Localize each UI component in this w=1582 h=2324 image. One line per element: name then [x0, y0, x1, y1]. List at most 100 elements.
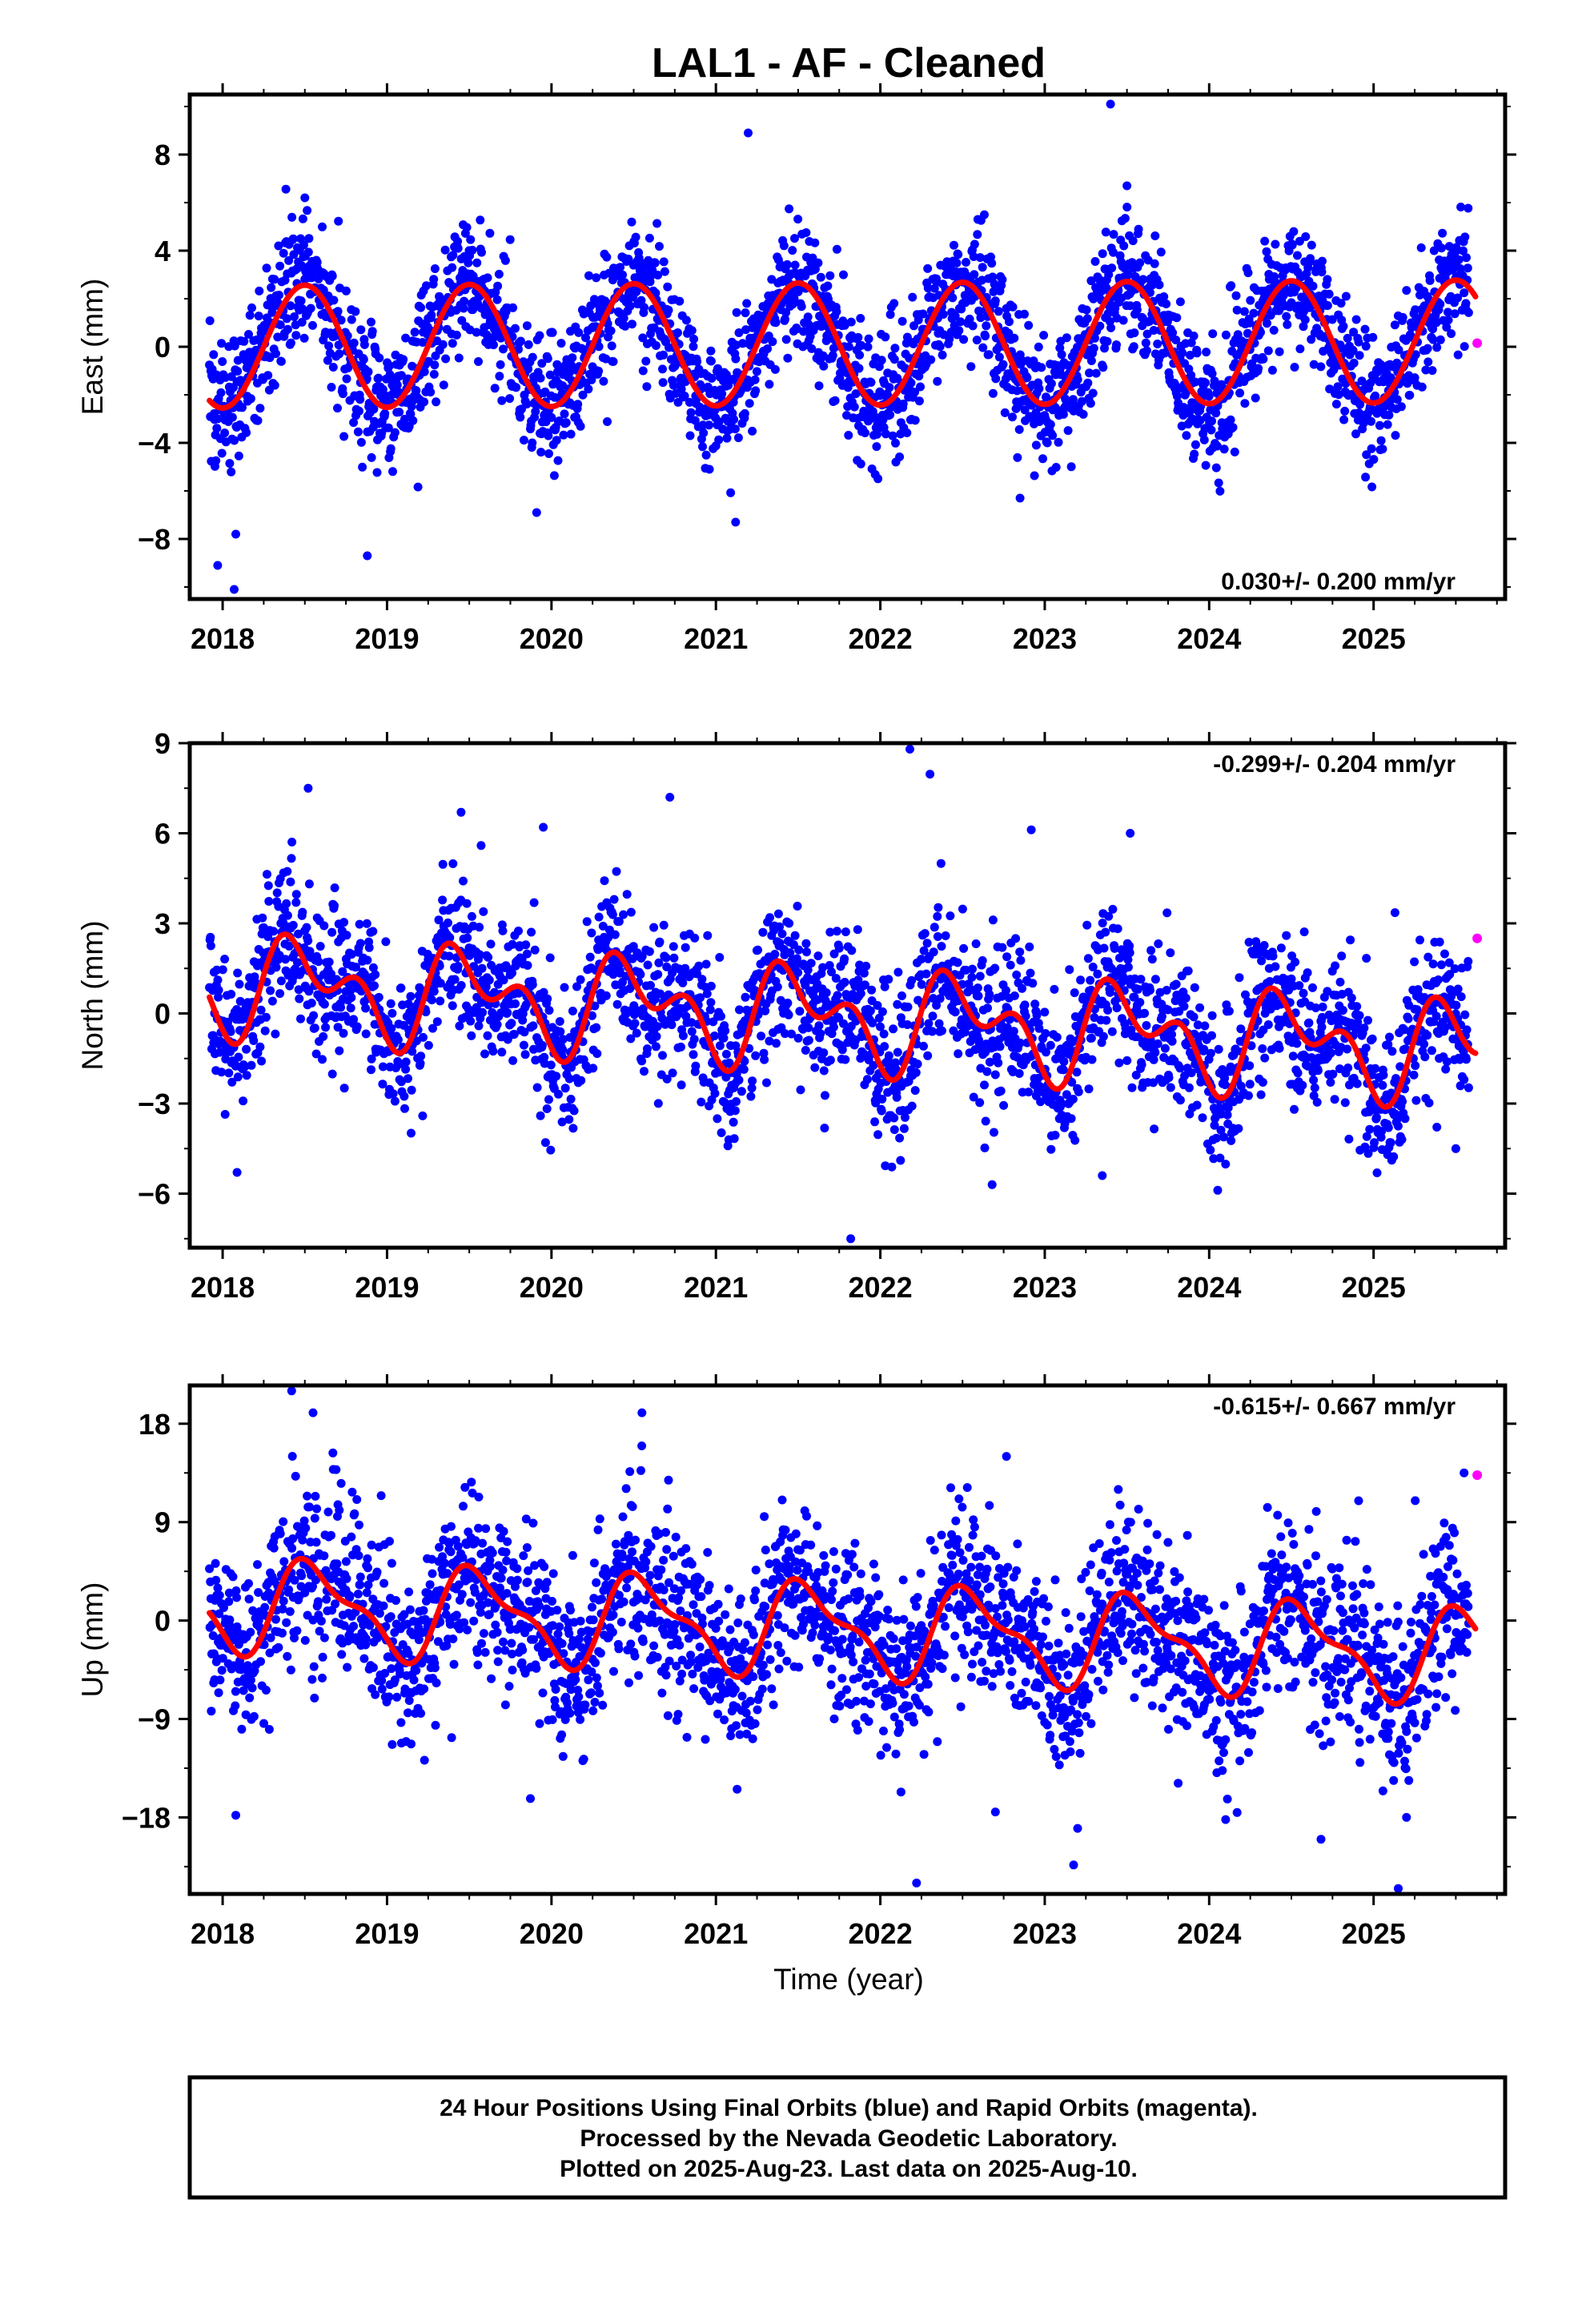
data-point [286, 338, 295, 348]
data-point [287, 838, 297, 846]
data-point [416, 1059, 425, 1068]
data-point [640, 303, 648, 312]
data-point [1114, 1058, 1124, 1068]
data-point [999, 1100, 1009, 1110]
data-point [361, 1003, 371, 1013]
data-point [532, 1083, 542, 1092]
data-point [975, 253, 985, 263]
data-point [785, 204, 794, 214]
data-point [658, 378, 668, 388]
data-point [1070, 1136, 1080, 1145]
data-point [392, 380, 402, 390]
data-point [640, 1067, 648, 1076]
data-point [715, 1041, 725, 1051]
data-point [1058, 1099, 1067, 1108]
data-point [832, 244, 841, 254]
data-point [374, 373, 383, 383]
data-point [978, 956, 987, 965]
data-point [792, 954, 801, 963]
data-point [1082, 314, 1092, 324]
data-point [233, 968, 243, 978]
data-point [225, 459, 235, 468]
data-point [330, 883, 339, 893]
data-point [413, 482, 423, 492]
data-point [694, 961, 704, 971]
data-point [998, 275, 1007, 284]
data-point [889, 355, 899, 364]
data-point [1050, 403, 1060, 412]
data-point [1307, 335, 1316, 344]
data-point [540, 1138, 550, 1148]
data-point [390, 428, 400, 437]
data-point [644, 233, 654, 243]
data-point [1410, 373, 1419, 383]
data-point [1308, 281, 1318, 291]
outlier-point [1015, 493, 1025, 503]
data-point [777, 929, 787, 939]
data-point [626, 1034, 636, 1043]
data-point [742, 299, 752, 308]
figure-title: LAL1 - AF - Cleaned [652, 40, 1046, 86]
data-point [706, 356, 716, 366]
data-point [893, 373, 902, 383]
data-point [362, 919, 371, 928]
data-point [428, 1023, 437, 1033]
data-point [693, 357, 702, 367]
data-point [600, 876, 609, 886]
data-point [1090, 257, 1100, 266]
data-point [1059, 1057, 1069, 1067]
data-point [880, 982, 889, 991]
data-point [1167, 1036, 1177, 1046]
data-point [544, 449, 553, 458]
data-point [432, 397, 441, 407]
data-point [1030, 471, 1039, 480]
data-point [651, 1042, 661, 1051]
data-point [691, 1061, 701, 1071]
data-point [1113, 924, 1122, 934]
data-point [710, 1088, 720, 1098]
data-point [429, 275, 439, 284]
data-point [624, 255, 633, 263]
data-point [472, 328, 481, 337]
data-point [641, 356, 651, 366]
data-point [618, 270, 627, 279]
data-point [1027, 400, 1037, 410]
data-point [1186, 351, 1195, 360]
data-point [584, 271, 593, 280]
data-point [829, 949, 839, 959]
data-point [654, 958, 664, 967]
data-point [884, 975, 893, 984]
data-point [1354, 337, 1363, 347]
data-point [311, 1049, 321, 1059]
data-point [865, 1006, 875, 1015]
data-point [969, 1092, 978, 1102]
data-point [527, 927, 536, 937]
data-point [851, 389, 861, 399]
data-point [1014, 424, 1024, 434]
data-point [814, 1021, 824, 1031]
data-point [1210, 1120, 1219, 1130]
data-point [1156, 247, 1166, 257]
outlier-point [230, 585, 239, 594]
data-point [206, 941, 215, 951]
data-point [1006, 960, 1015, 970]
data-point [737, 1087, 746, 1096]
data-point [841, 927, 850, 937]
data-point [1359, 418, 1368, 428]
data-point [631, 232, 640, 242]
data-point [669, 942, 678, 951]
data-point [441, 354, 451, 364]
data-point [339, 432, 349, 441]
data-point [581, 333, 590, 343]
data-point [706, 346, 716, 356]
data-point [453, 962, 463, 971]
data-point [304, 987, 314, 996]
data-point [1089, 344, 1098, 353]
data-point [689, 342, 698, 352]
data-point [1058, 409, 1068, 419]
data-point [1154, 280, 1164, 290]
data-point [524, 340, 533, 349]
data-point [816, 1029, 825, 1039]
data-point [1168, 328, 1178, 337]
data-point [890, 344, 900, 353]
